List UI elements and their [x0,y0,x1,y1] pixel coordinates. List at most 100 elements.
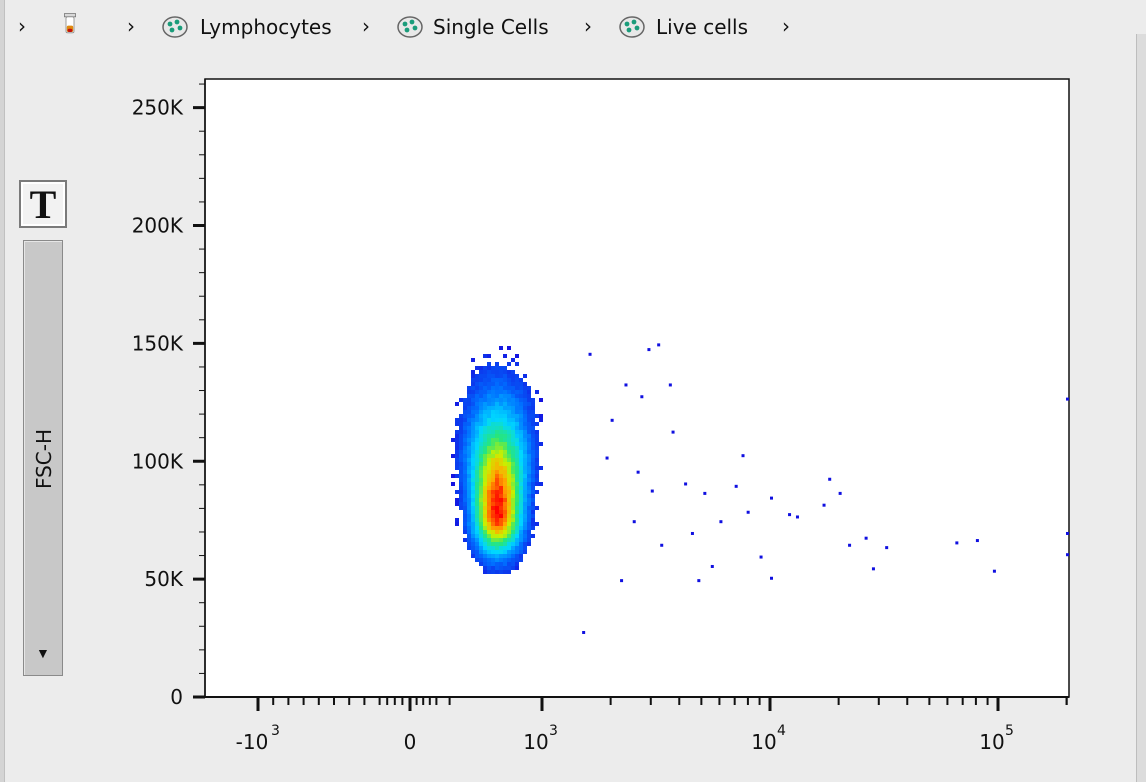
density-cell [491,518,495,522]
density-cell [455,442,459,446]
density-cell [511,458,515,462]
density-cell [483,522,487,526]
density-cell [503,514,507,518]
breadcrumb-item-lymphocytes[interactable]: Lymphocytes [200,15,332,39]
density-cell [495,542,499,546]
density-cell [535,466,539,470]
density-cell [463,458,467,462]
density-cell [475,490,479,494]
density-cell [491,386,495,390]
density-cell [475,402,479,406]
event-point [788,513,792,517]
density-cell [479,394,483,398]
density-cell [471,442,475,446]
density-cell [463,442,467,446]
density-cell [495,470,499,474]
density-cell [531,502,535,506]
density-cell [467,450,471,454]
density-cell [535,478,539,482]
density-cell [475,426,479,430]
density-cell [531,438,535,442]
event-point [955,541,959,545]
density-cell [491,526,495,530]
density-cell [467,510,471,514]
density-cell [511,542,515,546]
density-cell [519,442,523,446]
density-cell [499,374,503,378]
density-cell [463,418,467,422]
density-cell [511,522,515,526]
density-cell [535,482,539,486]
density-cell [467,386,471,390]
density-cell [491,458,495,462]
density-cell [503,382,507,386]
density-cell [467,430,471,434]
density-cell [507,382,511,386]
population-icon [397,16,423,38]
density-cell [475,386,479,390]
density-cell [491,418,495,422]
density-cell [471,482,475,486]
density-cell [471,478,475,482]
density-cell [495,522,499,526]
density-cell [527,458,531,462]
chevron-right-icon[interactable]: › [18,14,26,38]
density-cell [463,538,467,542]
density-cell [523,518,527,522]
plot-area[interactable] [204,78,1070,698]
density-cell [483,414,487,418]
text-tool-button[interactable]: T [19,180,67,228]
chevron-right-icon[interactable]: › [584,14,592,38]
density-cell [515,478,519,482]
breadcrumb-item-live-cells[interactable]: Live cells [656,15,749,39]
density-cell [523,438,527,442]
density-cell [495,438,499,442]
density-cell [467,434,471,438]
density-cell [467,402,471,406]
density-cell [463,522,467,526]
density-cell [479,458,483,462]
density-cell [479,442,483,446]
density-cell [475,530,479,534]
density-cell [519,386,523,390]
density-cell [507,486,511,490]
density-cell [499,430,503,434]
density-cell [459,482,463,486]
density-cell [471,390,475,394]
chevron-right-icon[interactable]: › [362,14,370,38]
density-cell [487,470,491,474]
y-parameter-selector[interactable]: FSC-H ▼ [23,240,63,676]
density-cell [495,462,499,466]
density-cell [531,398,535,402]
density-cell [531,462,535,466]
density-cell [455,522,459,526]
density-cell [503,442,507,446]
density-cell [503,494,507,498]
density-cell [531,510,535,514]
density-cell [531,406,535,410]
density-cell [499,454,503,458]
density-cell [459,422,463,426]
density-cell [519,498,523,502]
density-cell [475,558,479,562]
density-cell [511,502,515,506]
density-cell [471,538,475,542]
density-cell [491,530,495,534]
breadcrumb-item-single-cells[interactable]: Single Cells [433,15,549,39]
density-cell [487,482,491,486]
density-cell [511,410,515,414]
density-cell [507,550,511,554]
density-cell [523,422,527,426]
density-cell [467,534,471,538]
density-cell [475,434,479,438]
event-point [864,536,868,540]
density-cell [479,462,483,466]
density-cell [459,462,463,466]
event-point [746,510,750,514]
tube-icon[interactable] [56,12,84,36]
chevron-right-icon[interactable]: › [127,14,135,38]
density-cell [463,426,467,430]
density-cell [487,354,491,358]
density-cell [475,554,479,558]
chevron-right-icon[interactable]: › [782,14,790,38]
